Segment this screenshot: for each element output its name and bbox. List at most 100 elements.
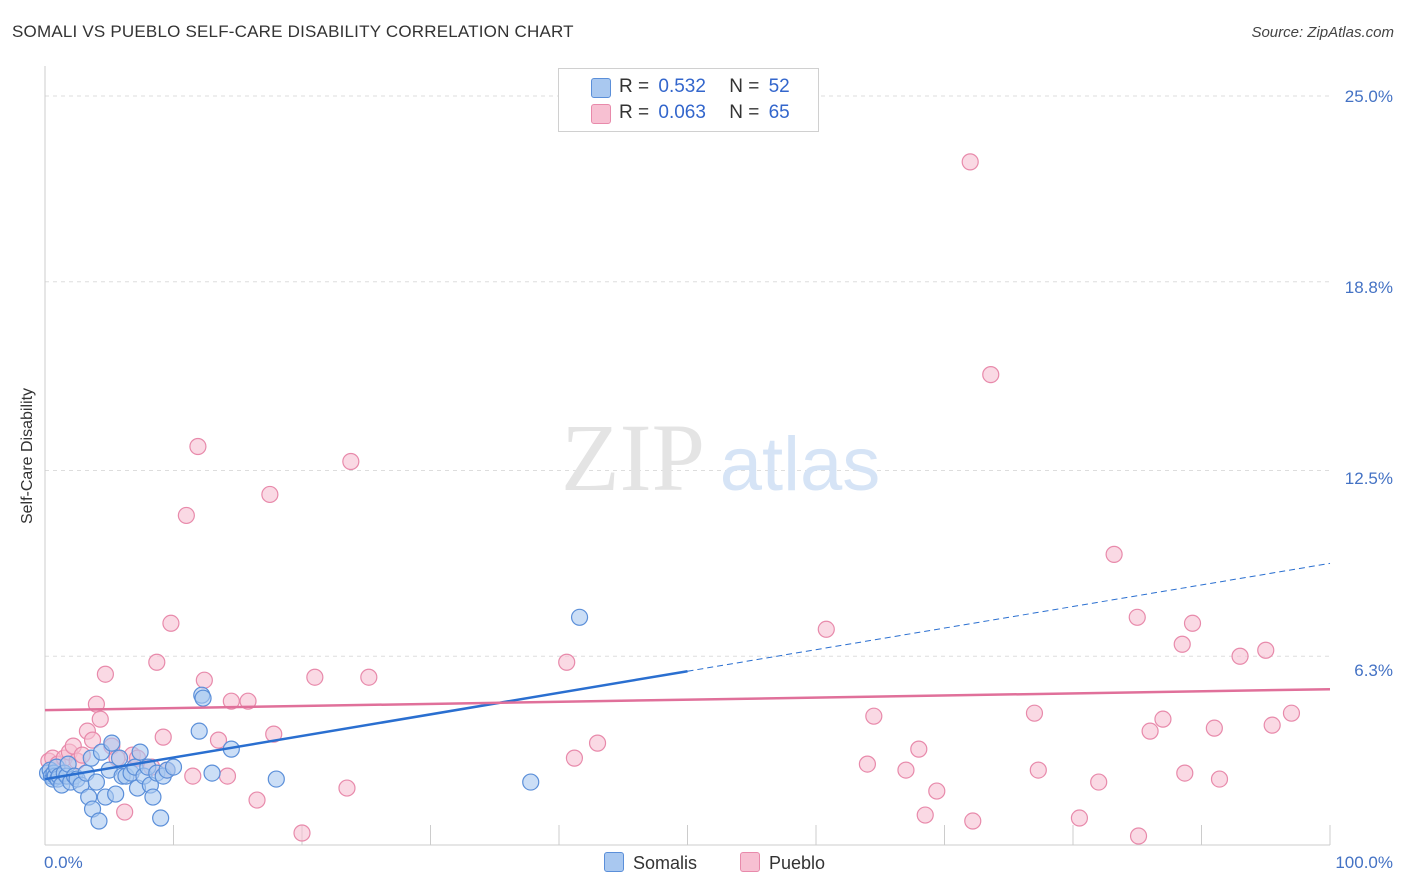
- pueblo-point-65: [1210, 770, 1229, 788]
- trend-layer: [44, 562, 1331, 781]
- pueblo-point-41: [588, 734, 607, 752]
- pueblo-point-66: [1231, 647, 1249, 665]
- pueblo-point-53: [1029, 761, 1047, 779]
- somalis-n-value: 52: [768, 76, 790, 97]
- somalis-trend-line-dashed: [687, 562, 1331, 672]
- pueblo-point-42: [817, 620, 835, 638]
- pueblo-point-67: [1257, 641, 1275, 659]
- x-tick-label-min: 0.0%: [44, 853, 83, 872]
- pueblo-point-60: [1154, 710, 1172, 728]
- grid-layer: [45, 95, 1330, 657]
- x-tick-label-max: 100.0%: [1335, 853, 1393, 872]
- pueblo-point-32: [261, 485, 279, 504]
- pueblo-point-37: [342, 452, 360, 471]
- somalis-r-label: R =: [619, 76, 650, 97]
- legend-item-pueblo: Pueblo: [740, 852, 825, 874]
- pueblo-point-40: [565, 749, 584, 767]
- pueblo-point-62: [1176, 764, 1194, 782]
- pueblo-point-46: [910, 740, 928, 758]
- legend-somalis-label: Somalis: [633, 853, 698, 873]
- source-label: Source: ZipAtlas.com: [1251, 24, 1394, 41]
- pueblo-point-48: [928, 782, 946, 800]
- somalis-point-28: [110, 749, 129, 767]
- somalis-point-43: [164, 758, 183, 776]
- somalis-swatch: [591, 78, 611, 98]
- axis-layer: [44, 66, 1331, 846]
- pueblo-point-63: [1183, 614, 1202, 632]
- pueblo-point-49: [961, 153, 979, 171]
- pueblo-point-56: [1105, 545, 1123, 563]
- y-tick-label-12-5: 12.5%: [1344, 469, 1393, 488]
- pueblo-r-value: 0.063: [658, 102, 706, 123]
- somalis-point-40: [152, 809, 170, 827]
- pueblo-point-15: [116, 803, 134, 821]
- chart-title: SOMALI VS PUEBLO SELF-CARE DISABILITY CO…: [12, 22, 574, 41]
- somalis-point-34: [131, 743, 149, 761]
- somalis-point-47: [203, 764, 221, 782]
- pueblo-point-44: [865, 707, 883, 725]
- pueblo-swatch: [591, 104, 611, 124]
- pueblo-point-20: [154, 728, 172, 746]
- pueblo-point-26: [195, 671, 213, 689]
- somalis-point-26: [103, 734, 121, 752]
- pueblo-point-45: [897, 761, 915, 779]
- pueblo-r-label: R =: [619, 102, 650, 123]
- legend-pueblo-label: Pueblo: [769, 853, 826, 873]
- watermark-atlas: atlas: [720, 422, 881, 507]
- somalis-point-50: [522, 773, 540, 791]
- legend-somalis-swatch: [604, 852, 624, 872]
- pueblo-point-59: [1141, 722, 1159, 740]
- somalis-point-46: [194, 689, 212, 707]
- pueblo-point-24: [184, 767, 202, 785]
- somalis-n-label: N =: [729, 76, 760, 97]
- y-tick-label-6-3: 6.3%: [1354, 661, 1393, 680]
- somalis-point-38: [144, 788, 162, 806]
- pueblo-point-52: [1025, 704, 1044, 722]
- pueblo-point-30: [239, 692, 257, 710]
- pueblo-point-69: [1282, 704, 1301, 722]
- pueblo-trend-line: [44, 687, 1331, 712]
- somalis-point-51: [570, 608, 589, 626]
- pueblo-point-28: [218, 767, 237, 785]
- somalis-point-21: [87, 773, 106, 791]
- pueblo-point-68: [1263, 716, 1281, 734]
- legend-item-somalis: Somalis: [604, 852, 697, 874]
- somalis-trend-line: [44, 669, 688, 781]
- pueblo-point-58: [1129, 827, 1148, 845]
- pueblo-point-55: [1090, 773, 1108, 791]
- pueblo-point-31: [248, 791, 266, 809]
- pueblo-point-50: [964, 812, 982, 830]
- pueblo-point-25: [189, 437, 207, 456]
- pueblo-point-47: [916, 806, 934, 824]
- pueblo-point-61: [1173, 635, 1191, 653]
- somalis-r-value: 0.532: [658, 76, 706, 97]
- legend-pueblo-swatch: [740, 852, 760, 872]
- pueblo-point-23: [177, 506, 195, 525]
- somalis-point-27: [107, 785, 125, 803]
- pueblo-point-22: [162, 614, 180, 632]
- pueblo-point-35: [306, 668, 324, 686]
- y-axis-label: Self-Care Disability: [19, 387, 36, 525]
- y-tick-label-18-8: 18.8%: [1344, 278, 1393, 297]
- pueblo-n-label: N =: [729, 102, 760, 123]
- stats-legend-row-pueblo: R = 0.063 N = 65: [591, 102, 790, 126]
- somalis-point-49: [267, 770, 285, 788]
- pueblo-point-54: [1070, 809, 1089, 827]
- pueblo-point-11: [91, 710, 109, 728]
- stats-legend-row-somalis: R = 0.532 N = 52: [591, 76, 790, 100]
- pueblo-point-34: [293, 824, 311, 842]
- pueblo-point-51: [982, 366, 1000, 384]
- pueblo-point-12: [96, 665, 114, 683]
- pueblo-point-33: [265, 725, 283, 743]
- stats-legend: R = 0.532 N = 52 R = 0.063 N = 65: [558, 68, 819, 132]
- y-tick-label-25: 25.0%: [1344, 87, 1393, 106]
- watermark: ZIP atlas: [561, 404, 880, 511]
- watermark-zip: ZIP: [561, 404, 705, 511]
- pueblo-point-27: [209, 731, 228, 749]
- pueblo-point-39: [558, 653, 576, 671]
- pueblo-point-19: [148, 653, 166, 671]
- pueblo-point-57: [1128, 608, 1146, 626]
- pueblo-point-64: [1205, 719, 1223, 737]
- pueblo-point-43: [858, 755, 877, 773]
